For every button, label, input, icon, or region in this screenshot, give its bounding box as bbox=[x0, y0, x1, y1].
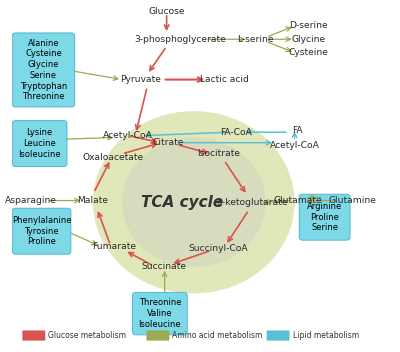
Text: Succinate: Succinate bbox=[142, 262, 186, 271]
Text: Pyruvate: Pyruvate bbox=[120, 75, 161, 84]
Text: Lipid metabolism: Lipid metabolism bbox=[293, 331, 359, 340]
Text: Acetyl-CoA: Acetyl-CoA bbox=[270, 141, 320, 150]
Text: Glucose: Glucose bbox=[148, 7, 185, 16]
FancyBboxPatch shape bbox=[267, 331, 290, 341]
Text: Isocitrate: Isocitrate bbox=[197, 149, 240, 158]
FancyBboxPatch shape bbox=[12, 208, 71, 254]
Text: Succinyl-CoA: Succinyl-CoA bbox=[189, 244, 248, 253]
Text: Arginine
Proline
Serine: Arginine Proline Serine bbox=[307, 202, 342, 232]
Text: Fumarate: Fumarate bbox=[92, 242, 136, 251]
Text: α-ketoglutarate: α-ketoglutarate bbox=[217, 199, 288, 207]
Text: Lactic acid: Lactic acid bbox=[200, 75, 248, 84]
FancyBboxPatch shape bbox=[12, 33, 75, 107]
Text: Cysteine: Cysteine bbox=[288, 48, 328, 57]
Text: TCA cycle: TCA cycle bbox=[141, 195, 223, 210]
Text: L-serine: L-serine bbox=[238, 35, 274, 44]
Text: Glucose metabolism: Glucose metabolism bbox=[48, 331, 126, 340]
Ellipse shape bbox=[122, 137, 266, 267]
FancyBboxPatch shape bbox=[132, 293, 187, 335]
Text: Lysine
Leucine
Isoleucine: Lysine Leucine Isoleucine bbox=[18, 128, 61, 159]
Text: 3-phosphoglycerate: 3-phosphoglycerate bbox=[134, 35, 226, 44]
Text: Threonine
Valine
Isoleucine: Threonine Valine Isoleucine bbox=[138, 298, 181, 329]
Text: FA: FA bbox=[292, 126, 303, 135]
Text: Alanine
Cysteine
Glycine
Serine
Tryptophan
Threonine: Alanine Cysteine Glycine Serine Tryptoph… bbox=[20, 39, 67, 101]
Text: Acetyl-CoA: Acetyl-CoA bbox=[103, 131, 153, 140]
FancyBboxPatch shape bbox=[299, 194, 350, 240]
Ellipse shape bbox=[93, 111, 294, 294]
Text: Glutamate: Glutamate bbox=[273, 196, 322, 205]
Text: FA-CoA: FA-CoA bbox=[220, 128, 252, 137]
Text: Amino acid metabolism: Amino acid metabolism bbox=[172, 331, 263, 340]
Text: Glutamine: Glutamine bbox=[328, 196, 376, 205]
Text: Asparagine: Asparagine bbox=[4, 196, 56, 205]
Text: Citrate: Citrate bbox=[153, 138, 184, 147]
Text: Malate: Malate bbox=[78, 196, 108, 205]
Text: Glycine: Glycine bbox=[291, 35, 325, 44]
FancyBboxPatch shape bbox=[22, 331, 45, 341]
FancyBboxPatch shape bbox=[12, 121, 67, 166]
FancyBboxPatch shape bbox=[146, 331, 169, 341]
Text: D-serine: D-serine bbox=[289, 21, 328, 30]
Text: Phenylalanine
Tyrosine
Proline: Phenylalanine Tyrosine Proline bbox=[12, 216, 71, 246]
Text: Oxaloacetate: Oxaloacetate bbox=[82, 153, 144, 162]
